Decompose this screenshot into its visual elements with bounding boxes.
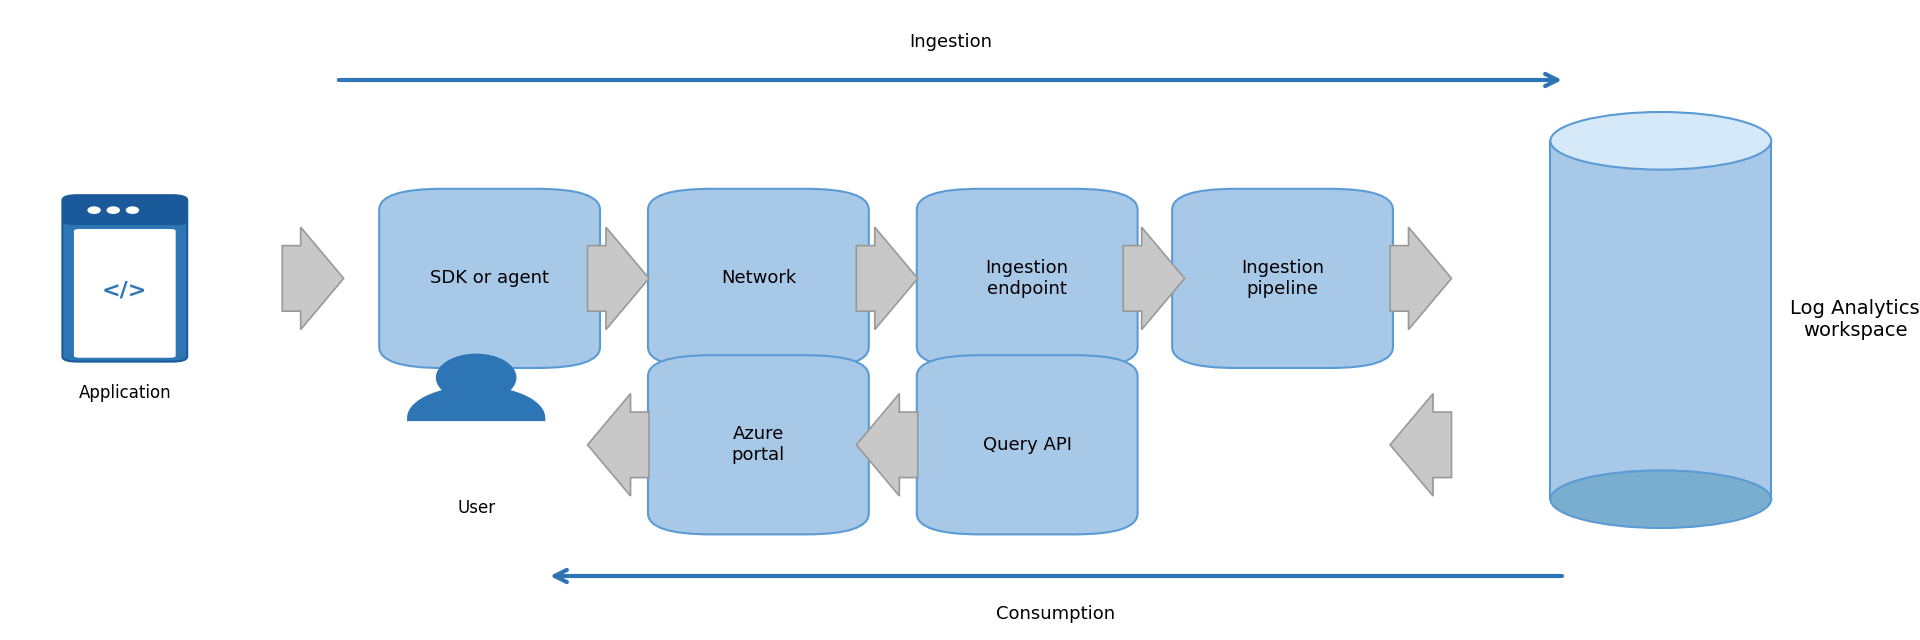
Text: Consumption: Consumption bbox=[996, 605, 1116, 623]
FancyBboxPatch shape bbox=[61, 195, 188, 225]
FancyBboxPatch shape bbox=[1171, 189, 1394, 368]
Polygon shape bbox=[856, 227, 918, 330]
Ellipse shape bbox=[436, 353, 516, 402]
FancyBboxPatch shape bbox=[918, 189, 1137, 368]
Text: Ingestion
endpoint: Ingestion endpoint bbox=[985, 259, 1069, 298]
Polygon shape bbox=[588, 394, 649, 496]
FancyBboxPatch shape bbox=[380, 189, 599, 368]
Polygon shape bbox=[407, 386, 545, 421]
FancyBboxPatch shape bbox=[649, 189, 868, 368]
Ellipse shape bbox=[88, 206, 100, 214]
Polygon shape bbox=[1390, 394, 1452, 496]
Ellipse shape bbox=[127, 206, 140, 214]
Polygon shape bbox=[1390, 227, 1452, 330]
Ellipse shape bbox=[108, 206, 119, 214]
Text: Network: Network bbox=[720, 269, 797, 287]
Text: SDK or agent: SDK or agent bbox=[430, 269, 549, 287]
Text: Query API: Query API bbox=[983, 436, 1071, 454]
Polygon shape bbox=[282, 227, 344, 330]
Text: </>: </> bbox=[102, 280, 148, 300]
Text: Azure
portal: Azure portal bbox=[732, 426, 785, 464]
Text: Log Analytics
workspace: Log Analytics workspace bbox=[1789, 300, 1920, 340]
FancyBboxPatch shape bbox=[1551, 141, 1770, 499]
FancyBboxPatch shape bbox=[649, 355, 868, 534]
Polygon shape bbox=[1123, 227, 1185, 330]
FancyBboxPatch shape bbox=[61, 195, 188, 362]
Polygon shape bbox=[588, 227, 649, 330]
Text: Ingestion
pipeline: Ingestion pipeline bbox=[1240, 259, 1325, 298]
Ellipse shape bbox=[1549, 470, 1770, 528]
FancyBboxPatch shape bbox=[73, 229, 177, 358]
Polygon shape bbox=[856, 394, 918, 496]
Text: Application: Application bbox=[79, 384, 171, 402]
Text: User: User bbox=[457, 499, 495, 517]
Ellipse shape bbox=[1549, 112, 1770, 170]
FancyBboxPatch shape bbox=[918, 355, 1137, 534]
Text: Ingestion: Ingestion bbox=[908, 33, 993, 51]
